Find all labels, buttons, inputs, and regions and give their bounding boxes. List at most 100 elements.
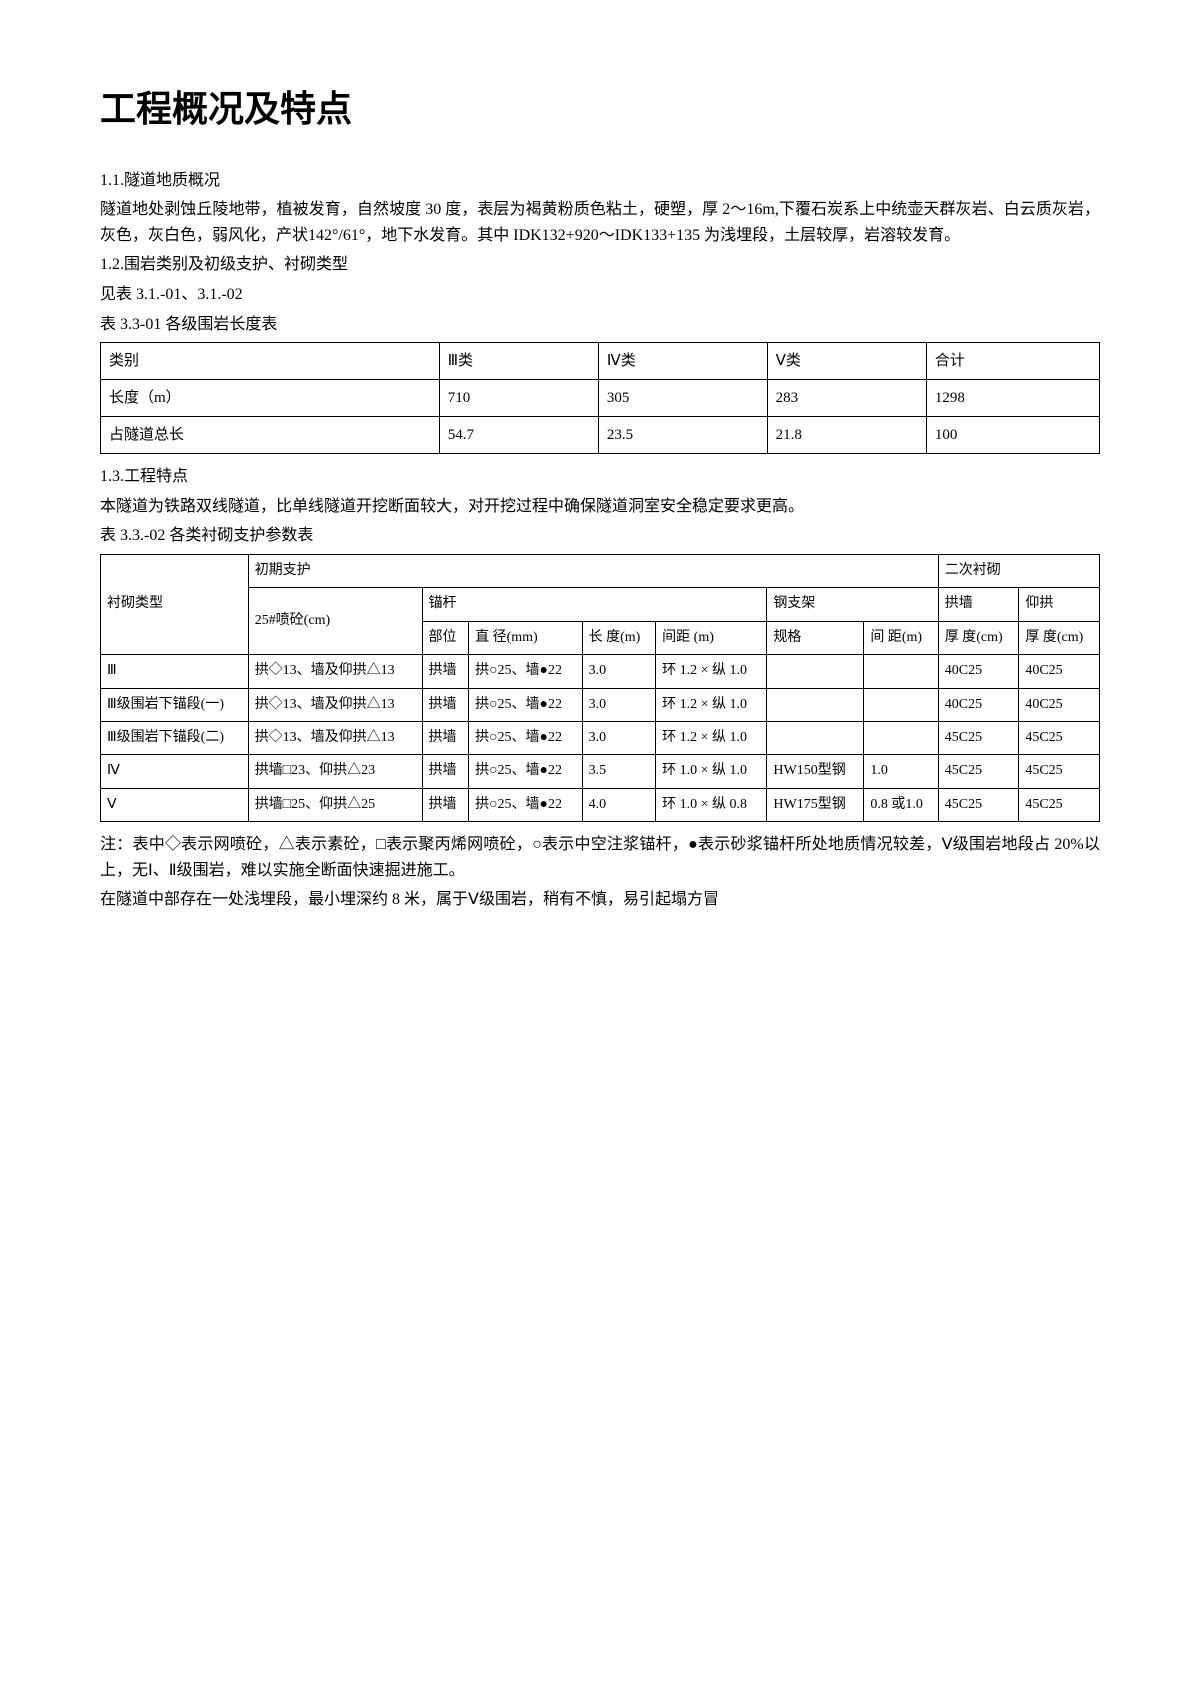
table-cell: Ⅲ [101, 655, 249, 688]
table-cell: Ⅴ类 [767, 343, 926, 380]
table-cell: Ⅲ级围岩下锚段(二) [101, 721, 249, 754]
table-cell: 拱墙 [422, 755, 469, 788]
section-3-paragraph: 本隧道为铁路双线隧道，比单线隧道开挖断面较大，对开挖过程中确保隧道洞室安全稳定要… [100, 494, 1100, 520]
table-cell: 拱墙 [938, 588, 1019, 621]
table-cell: 厚 度(cm) [1019, 621, 1100, 654]
table-cell: 45C25 [938, 788, 1019, 821]
table-cell: 锚杆 [422, 588, 767, 621]
table-row: Ⅲ级围岩下锚段(二) 拱◇13、墙及仰拱△13 拱墙 拱○25、墙●22 3.0… [101, 721, 1100, 754]
section-3-heading: 1.3.工程特点 [100, 464, 1100, 490]
table-1-caption: 表 3.3-01 各级围岩长度表 [100, 312, 1100, 338]
section-2-heading: 1.2.围岩类别及初级支护、衬砌类型 [100, 252, 1100, 278]
table-cell: 25#喷砼(cm) [248, 588, 422, 655]
table-row: Ⅲ级围岩下锚段(一) 拱◇13、墙及仰拱△13 拱墙 拱○25、墙●22 3.0… [101, 688, 1100, 721]
table-cell: 环 1.2 × 纵 1.0 [656, 655, 767, 688]
table-cell: 衬砌类型 [101, 554, 249, 654]
table-cell [767, 688, 864, 721]
table-cell: 3.0 [582, 688, 656, 721]
section-2-paragraph: 见表 3.1.-01、3.1.-02 [100, 282, 1100, 308]
table-cell [864, 688, 938, 721]
table-cell: 间距 (m) [656, 621, 767, 654]
table-cell: 占隧道总长 [101, 417, 440, 454]
table-2: 衬砌类型 初期支护 二次衬砌 25#喷砼(cm) 锚杆 钢支架 拱墙 仰拱 部位… [100, 554, 1100, 822]
table-cell: 直 径(mm) [469, 621, 583, 654]
note-2: 在隧道中部存在一处浅埋段，最小埋深约 8 米，属于Ⅴ级围岩，稍有不慎，易引起塌方… [100, 887, 1100, 913]
table-row: 衬砌类型 初期支护 二次衬砌 [101, 554, 1100, 587]
section-1-paragraph: 隧道地处剥蚀丘陵地带，植被发育，自然坡度 30 度，表层为褐黄粉质色粘土，硬塑，… [100, 197, 1100, 248]
table-cell: 40C25 [1019, 688, 1100, 721]
table-cell: 4.0 [582, 788, 656, 821]
table-cell: 拱○25、墙●22 [469, 755, 583, 788]
table-cell: Ⅳ类 [598, 343, 767, 380]
table-cell: 40C25 [938, 688, 1019, 721]
table-cell [767, 721, 864, 754]
table-cell: 拱墙 [422, 721, 469, 754]
table-row: 占隧道总长 54.7 23.5 21.8 100 [101, 417, 1100, 454]
table-cell: 23.5 [598, 417, 767, 454]
table-1: 类别 Ⅲ类 Ⅳ类 Ⅴ类 合计 长度（m） 710 305 283 1298 占隧… [100, 342, 1100, 454]
table-cell: 拱○25、墙●22 [469, 721, 583, 754]
table-cell: 45C25 [938, 755, 1019, 788]
table-cell: 仰拱 [1019, 588, 1100, 621]
table-cell: 初期支护 [248, 554, 938, 587]
table-cell: 45C25 [1019, 755, 1100, 788]
table-cell: 拱墙 [422, 688, 469, 721]
table-row: Ⅲ 拱◇13、墙及仰拱△13 拱墙 拱○25、墙●22 3.0 环 1.2 × … [101, 655, 1100, 688]
table-cell: 间 距(m) [864, 621, 938, 654]
table-cell: Ⅲ级围岩下锚段(一) [101, 688, 249, 721]
section-1-heading: 1.1.隧道地质概况 [100, 168, 1100, 194]
table-cell: 拱◇13、墙及仰拱△13 [248, 721, 422, 754]
table-cell: 二次衬砌 [938, 554, 1099, 587]
table-cell: 45C25 [1019, 788, 1100, 821]
table-cell: 3.0 [582, 655, 656, 688]
table-cell: 3.0 [582, 721, 656, 754]
table-cell: 拱◇13、墙及仰拱△13 [248, 655, 422, 688]
table-cell: 1298 [926, 380, 1099, 417]
table-cell: 部位 [422, 621, 469, 654]
table-cell: 规格 [767, 621, 864, 654]
table-row: 长度（m） 710 305 283 1298 [101, 380, 1100, 417]
table-cell: 拱○25、墙●22 [469, 788, 583, 821]
table-cell: 拱墙□25、仰拱△25 [248, 788, 422, 821]
table-cell: 拱墙 [422, 655, 469, 688]
table-cell: 45C25 [938, 721, 1019, 754]
table-cell: Ⅴ [101, 788, 249, 821]
table-row: Ⅴ 拱墙□25、仰拱△25 拱墙 拱○25、墙●22 4.0 环 1.0 × 纵… [101, 788, 1100, 821]
table-cell: 拱○25、墙●22 [469, 688, 583, 721]
table-cell: 3.5 [582, 755, 656, 788]
table-cell [767, 655, 864, 688]
table-cell: 45C25 [1019, 721, 1100, 754]
table-cell: 长度（m） [101, 380, 440, 417]
table-cell: 1.0 [864, 755, 938, 788]
table-row: Ⅳ 拱墙□23、仰拱△23 拱墙 拱○25、墙●22 3.5 环 1.0 × 纵… [101, 755, 1100, 788]
table-cell: 283 [767, 380, 926, 417]
table-cell: 拱○25、墙●22 [469, 655, 583, 688]
table-cell: 拱墙□23、仰拱△23 [248, 755, 422, 788]
table-cell: 环 1.2 × 纵 1.0 [656, 688, 767, 721]
table-cell: 类别 [101, 343, 440, 380]
table-cell [864, 721, 938, 754]
table-cell: 0.8 或1.0 [864, 788, 938, 821]
table-cell: 710 [439, 380, 598, 417]
table-cell: HW175型钢 [767, 788, 864, 821]
table-cell: 40C25 [938, 655, 1019, 688]
table-cell: 拱墙 [422, 788, 469, 821]
table-row: 类别 Ⅲ类 Ⅳ类 Ⅴ类 合计 [101, 343, 1100, 380]
note-1: 注：表中◇表示网喷砼，△表示素砼，□表示聚丙烯网喷砼，○表示中空注浆锚杆，●表示… [100, 832, 1100, 883]
table-cell: 环 1.0 × 纵 0.8 [656, 788, 767, 821]
table-cell: Ⅳ [101, 755, 249, 788]
table-cell: 环 1.0 × 纵 1.0 [656, 755, 767, 788]
table-cell: 21.8 [767, 417, 926, 454]
table-cell: 100 [926, 417, 1099, 454]
table-cell: HW150型钢 [767, 755, 864, 788]
table-cell [864, 655, 938, 688]
table-cell: 40C25 [1019, 655, 1100, 688]
table-cell: Ⅲ类 [439, 343, 598, 380]
table-row: 25#喷砼(cm) 锚杆 钢支架 拱墙 仰拱 [101, 588, 1100, 621]
table-cell: 厚 度(cm) [938, 621, 1019, 654]
document-title: 工程概况及特点 [100, 80, 1100, 138]
table-cell: 钢支架 [767, 588, 938, 621]
table-2-caption: 表 3.3.-02 各类衬砌支护参数表 [100, 523, 1100, 549]
table-cell: 环 1.2 × 纵 1.0 [656, 721, 767, 754]
table-cell: 305 [598, 380, 767, 417]
